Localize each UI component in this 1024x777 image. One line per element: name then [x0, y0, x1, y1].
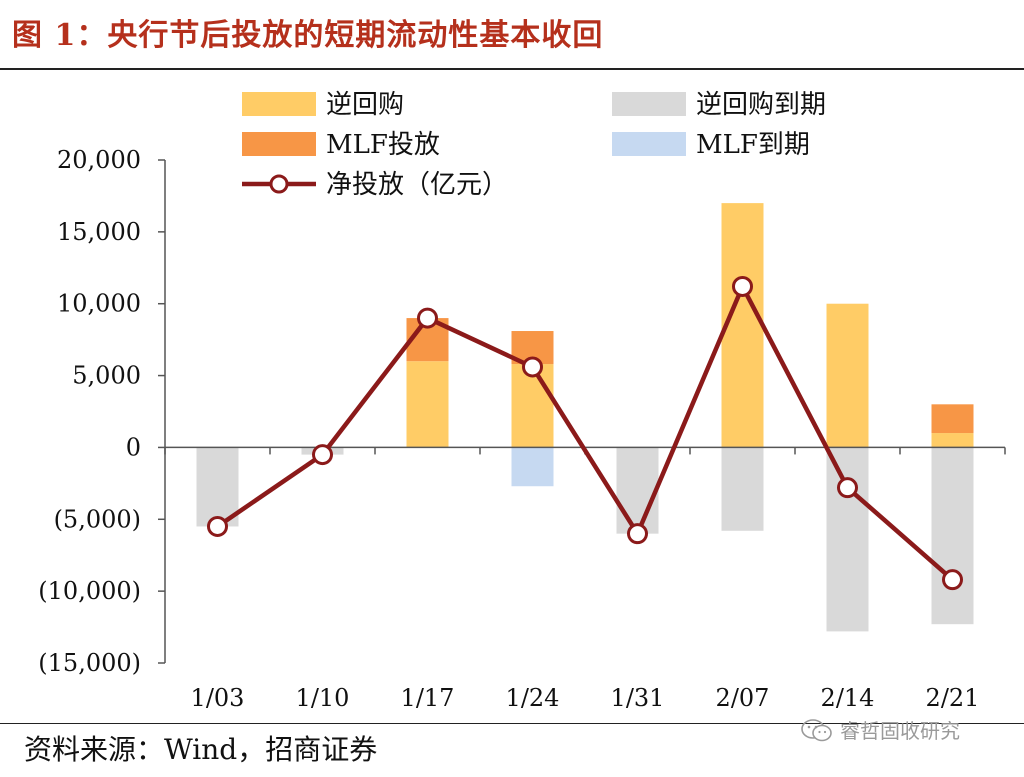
title-divider — [0, 68, 1024, 70]
watermark-text: 睿哲固收研究 — [840, 719, 960, 743]
bar-reverse-repo-maturity — [721, 447, 764, 531]
legend-mlf-maturity: MLF到期 — [612, 130, 810, 160]
y-tick-label: 0 — [126, 433, 141, 461]
bar-reverse-repo — [406, 361, 449, 448]
legend-reverse-repo-maturity-label: 逆回购到期 — [696, 90, 826, 120]
net-injection-point — [627, 523, 648, 545]
bar-reverse-repo-maturity — [931, 447, 974, 625]
x-tick-label: 1/03 — [191, 684, 245, 712]
y-tick-label: (5,000) — [54, 505, 141, 533]
legend-reverse-repo-label: 逆回购 — [326, 90, 404, 120]
x-tick-label: 1/10 — [296, 684, 350, 712]
bar-reverse-repo-maturity — [616, 447, 659, 534]
plot-area: 20,000 15,000 10,000 5,000 0 (5,000) (10,000) (… — [38, 146, 1006, 712]
legend-mlf-maturity-swatch — [612, 132, 686, 156]
y-tick-label: 10,000 — [57, 290, 141, 318]
y-tick-label: (10,000) — [38, 577, 141, 605]
bar-reverse-repo — [931, 433, 974, 448]
legend-reverse-repo-maturity: 逆回购到期 — [612, 90, 826, 120]
source-divider — [0, 723, 1024, 724]
y-tick-label: 20,000 — [57, 146, 141, 174]
net-injection-point — [942, 569, 963, 591]
bar-reverse-repo-maturity — [826, 447, 869, 632]
source-note: 资料来源：Wind，招商证券 — [24, 733, 378, 766]
y-tick-label: 15,000 — [57, 218, 141, 246]
legend-reverse-repo-swatch — [242, 92, 316, 116]
legend-mlf-injection: MLF投放 — [242, 130, 440, 160]
net-injection-point — [522, 356, 543, 378]
watermark: 睿哲固收研究 — [800, 715, 960, 744]
x-tick-label: 1/24 — [506, 684, 560, 712]
figure-title: 图 1：央行节后投放的短期流动性基本收回 — [12, 18, 604, 53]
x-tick-label: 2/14 — [821, 684, 875, 712]
x-tick-label: 1/17 — [401, 684, 455, 712]
bar-reverse-repo — [826, 303, 869, 448]
net-injection-line — [216, 281, 954, 582]
bar-reverse-repo-maturity — [196, 447, 239, 527]
legend-mlf-injection-label: MLF投放 — [326, 130, 440, 160]
net-injection-point — [837, 477, 858, 499]
legend-reverse-repo: 逆回购 — [242, 90, 404, 120]
net-injection-point — [312, 444, 333, 466]
legend-reverse-repo-maturity-swatch — [612, 92, 686, 116]
legend-net-injection-marker — [269, 174, 289, 194]
bar-mlf-maturity — [511, 447, 554, 487]
legend-mlf-maturity-label: MLF到期 — [696, 130, 810, 160]
net-injection-point — [732, 275, 753, 297]
y-tick-label: (15,000) — [38, 649, 141, 677]
legend-net-injection: 净投放（亿元） — [242, 170, 508, 200]
wechat-icon — [800, 718, 834, 742]
x-tick-label: 2/07 — [716, 684, 770, 712]
bar-reverse-repo — [721, 203, 764, 448]
net-injection-point — [207, 515, 228, 537]
bar-reverse-repo — [511, 364, 554, 448]
x-tick-label: 1/31 — [611, 684, 665, 712]
legend-mlf-injection-swatch — [242, 132, 316, 156]
net-injection-point — [417, 307, 438, 329]
x-tick-label: 2/21 — [926, 684, 980, 712]
bar-mlf-injection — [931, 404, 974, 434]
legend-net-injection-label: 净投放（亿元） — [326, 170, 508, 200]
y-tick-label: 5,000 — [72, 362, 141, 390]
